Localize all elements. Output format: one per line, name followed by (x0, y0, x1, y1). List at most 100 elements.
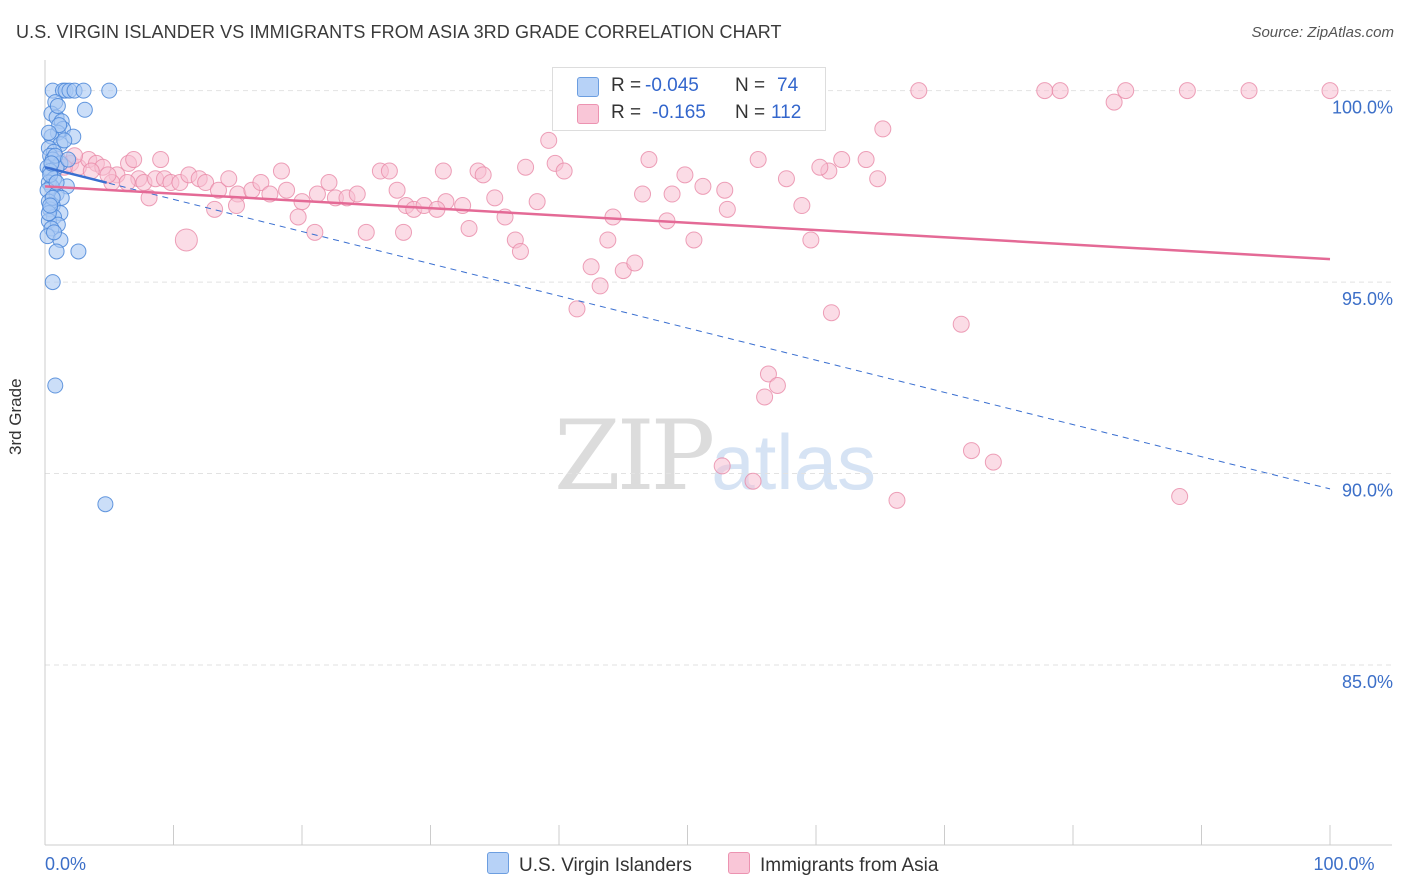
immigrants-asia-point (685, 231, 703, 249)
virgin-islanders-point (44, 274, 61, 291)
immigrants-asia-point (634, 185, 652, 203)
immigrants-asia-point (568, 300, 586, 318)
immigrants-asia-point (1171, 488, 1189, 506)
immigrants-asia-point (125, 151, 143, 169)
legend-swatch-blue (577, 77, 599, 97)
legend-swatch-pink (577, 104, 599, 124)
x-tick-label: 100.0% (1313, 854, 1374, 874)
y-tick-label: 100.0% (1332, 98, 1393, 118)
immigrants-asia-point (395, 223, 413, 241)
y-tick-label: 95.0% (1342, 289, 1393, 309)
immigrants-asia-point (833, 151, 851, 169)
correlation-legend: R = -0.045 N = 74 R = -0.165 N = 112 (552, 67, 826, 131)
virgin-islanders-point (76, 101, 93, 118)
immigrants-asia-point (869, 170, 887, 188)
immigrants-asia-point (118, 174, 136, 192)
immigrants-asia-point (289, 208, 307, 226)
watermark-zip: ZIP (554, 400, 715, 512)
legend-r-label: R = (611, 102, 642, 123)
immigrants-asia-point (759, 365, 777, 383)
immigrants-asia-point (716, 181, 734, 199)
immigrants-asia-point (910, 82, 928, 100)
source-label: Source: ZipAtlas.com (1251, 24, 1394, 41)
immigrants-asia-point (1178, 82, 1196, 100)
immigrants-asia-point (278, 181, 296, 199)
immigrants-asia-point (99, 166, 117, 184)
immigrants-asia-point (1240, 82, 1258, 100)
immigrants-asia-point (272, 162, 290, 180)
immigrants-asia-point (962, 442, 980, 460)
immigrants-asia-point (252, 174, 270, 192)
immigrants-asia-point (713, 457, 731, 475)
immigrants-asia-point (528, 193, 546, 211)
bottom-legend-swatch-blue (487, 852, 509, 874)
x-tick-label: 0.0% (45, 854, 86, 874)
immigrants-asia-point (348, 185, 366, 203)
immigrants-asia-point (822, 304, 840, 322)
watermark-atlas: atlas (711, 418, 876, 506)
immigrants-asia-point (209, 181, 227, 199)
immigrants-asia-point (744, 472, 762, 490)
immigrants-asia-point (874, 120, 892, 138)
virgin-islanders-point (70, 243, 87, 260)
immigrants-asia-point (663, 185, 681, 203)
virgin-islanders-point (101, 82, 118, 99)
immigrants-asia-trend (44, 185, 1331, 261)
immigrants-asia-point (320, 174, 338, 192)
legend-n-value: 112 (771, 102, 802, 123)
immigrants-asia-point (486, 189, 504, 207)
immigrants-asia-point (749, 151, 767, 169)
virgin-islanders-point (45, 224, 62, 241)
immigrants-asia-point (857, 151, 875, 169)
immigrants-asia-point (1051, 82, 1069, 100)
immigrants-asia-point (984, 453, 1002, 471)
bottom-legend-virgin-islanders: U.S. Virgin Islanders (487, 852, 692, 877)
y-tick-label: 85.0% (1342, 672, 1393, 692)
immigrants-asia-point (555, 162, 573, 180)
legend-n-value: 74 (777, 75, 799, 96)
immigrants-asia-point (174, 228, 198, 252)
immigrants-asia-point (777, 170, 795, 188)
immigrants-asia-point (357, 223, 375, 241)
legend-r-value: -0.045 (645, 75, 699, 96)
legend-r-value: -0.165 (652, 102, 706, 123)
legend-r-label: R = (611, 75, 642, 96)
virgin-islanders-point (40, 124, 57, 141)
immigrants-asia-point (718, 200, 736, 218)
y-tick-label: 90.0% (1342, 481, 1393, 501)
bottom-legend-immigrants-asia: Immigrants from Asia (728, 852, 938, 877)
immigrants-asia-point (540, 131, 558, 149)
immigrants-asia-point (582, 258, 600, 276)
virgin-islanders-point (75, 82, 92, 99)
watermark: ZIPatlas (554, 400, 876, 512)
bottom-legend-label: Immigrants from Asia (760, 855, 939, 876)
immigrants-asia-point (1321, 82, 1339, 100)
immigrants-asia-point (640, 151, 658, 169)
bottom-legend-swatch-pink (728, 852, 750, 874)
immigrants-asia-point (756, 388, 774, 406)
immigrants-asia-point (152, 151, 170, 169)
immigrants-asia-point (952, 315, 970, 333)
immigrants-asia-point (306, 223, 324, 241)
virgin-islanders-trend-dashed (44, 166, 1331, 490)
immigrants-asia-point (768, 376, 786, 394)
immigrants-asia-point (591, 277, 609, 295)
immigrants-asia-point (388, 181, 406, 199)
immigrants-asia-point (220, 170, 238, 188)
immigrants-asia-point (811, 158, 829, 176)
virgin-islanders-point (42, 197, 59, 214)
bottom-legend-label: U.S. Virgin Islanders (519, 855, 692, 876)
virgin-islanders-point (60, 151, 77, 168)
legend-n-label: N = (735, 75, 766, 96)
immigrants-asia-point (793, 197, 811, 215)
immigrants-asia-point (206, 200, 224, 218)
legend-n-label: N = (735, 102, 766, 123)
immigrants-asia-point (1105, 93, 1123, 111)
immigrants-asia-point (676, 166, 694, 184)
virgin-islanders-trend-solid (44, 166, 107, 184)
immigrants-asia-point (197, 174, 215, 192)
virgin-islanders-point (56, 132, 73, 149)
immigrants-asia-point (460, 219, 478, 237)
immigrants-asia-point (626, 254, 644, 272)
